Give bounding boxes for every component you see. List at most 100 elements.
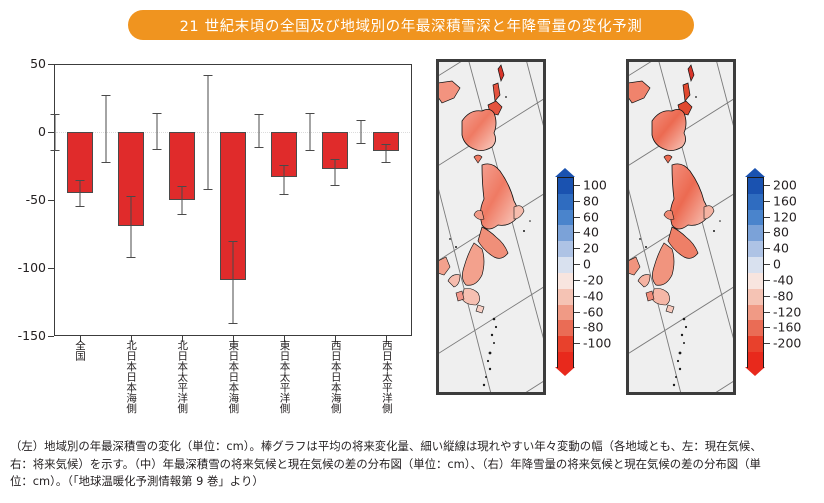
colorbar-tick-label: 200: [773, 177, 797, 193]
colorbar-tick-label: 40: [773, 240, 789, 256]
colorbar-band: [747, 272, 764, 289]
map-graphic-max-snow-depth: [438, 61, 544, 393]
colorbar-tick-label: 80: [773, 224, 789, 240]
colorbar-over-arrow: [555, 168, 576, 177]
colorbar-tick: [764, 216, 770, 218]
present-climate-variability-whisker: [151, 112, 163, 150]
caption-line-3: 位：cm）。（「地球温暖化予測情報第 9 巻」より）: [10, 474, 264, 488]
y-axis-tick-label: 0: [38, 124, 46, 139]
colorbar-band: [747, 193, 764, 210]
colorbar-band: [557, 241, 574, 258]
colorbar-tick-label: -80: [583, 319, 604, 335]
bar-chart-panel: 50 0 -50 -100 -150 全国 北日本日本海側 北日本太平洋側 東日本日本海側 東日本…: [8, 52, 428, 432]
colorbar-tick: [764, 327, 770, 329]
future-climate-variability-whisker: [278, 164, 290, 195]
japan-landmass: [438, 61, 531, 387]
colorbar-tick-label: 60: [583, 209, 599, 225]
colorbar-tick-label: 100: [583, 177, 607, 193]
future-climate-variability-whisker: [74, 179, 86, 207]
y-axis-tick: [48, 64, 54, 65]
page-title: 21 世紀末頃の全国及び地域別の年最深積雪深と年降雪量の変化予測: [179, 18, 643, 35]
x-axis-tick: [233, 336, 234, 342]
caption-line-2: 右：将来気候）を示す。（中）年最深積雪の将来気候と現在気候の差の分布図（単位：c…: [10, 456, 761, 471]
colorbar-band: [747, 257, 764, 273]
present-climate-variability-whisker: [49, 114, 61, 152]
colorbar-tick-label: -40: [583, 288, 604, 304]
colorbar-tick-label: -80: [773, 288, 794, 304]
figure-title-banner: 21 世紀末頃の全国及び地域別の年最深積雪深と年降雪量の変化予測: [128, 10, 694, 40]
x-axis-category-label: 北日本太平洋側: [176, 340, 189, 414]
colorbar-band: [747, 288, 764, 305]
colorbar-band: [747, 178, 764, 194]
x-axis-tick: [181, 336, 183, 342]
x-axis-tick: [79, 336, 81, 342]
colorbar-band: [557, 272, 574, 289]
future-climate-variability-whisker: [176, 186, 188, 215]
colorbar-tick: [574, 343, 580, 345]
colorbar-tick: [764, 264, 770, 266]
colorbar-tick: [574, 327, 580, 329]
x-axis-category-label: 東日本太平洋側: [278, 340, 291, 414]
y-axis-tick-label: 50: [30, 56, 46, 71]
colorbar-tick: [764, 248, 770, 250]
colorbar-tick: [574, 216, 580, 218]
colorbar-tick-label: -200: [773, 335, 802, 351]
colorbar-tick: [764, 232, 770, 234]
present-climate-variability-whisker: [355, 119, 367, 145]
present-climate-variability-whisker: [304, 112, 316, 152]
colorbar-tick: [764, 311, 770, 313]
colorbar-tick: [574, 248, 580, 250]
colorbar-tick-label: 160: [773, 193, 797, 209]
colorbar-band: [747, 241, 764, 258]
colorbar-tick-label: 120: [773, 209, 797, 225]
colorbar-tick-label: 0: [583, 256, 591, 272]
map-graphic-snowfall: [628, 61, 734, 393]
x-axis-category-label: 西日本日本海側: [329, 340, 342, 414]
x-axis-tick: [130, 336, 132, 342]
colorbar-band: [557, 178, 574, 194]
colorbar-tick: [764, 295, 770, 297]
colorbar-band: [557, 209, 574, 226]
colorbar-tick: [764, 279, 770, 281]
colorbar-tick: [764, 200, 770, 202]
colorbar-tick-label: -160: [773, 319, 802, 335]
colorbar-tick-label: -40: [773, 272, 794, 288]
x-axis-category-label: 全国: [73, 340, 86, 361]
colorbar-band: [557, 225, 574, 242]
colorbar-tick: [574, 264, 580, 266]
x-axis-category-label: 東日本日本海側: [227, 340, 240, 414]
x-axis-category-label: 西日本太平洋側: [380, 340, 393, 414]
y-axis-tick: [48, 132, 54, 133]
colorbar-band: [747, 320, 764, 337]
present-climate-variability-whisker: [100, 95, 112, 164]
colorbar-band: [747, 336, 764, 353]
present-climate-variability-whisker: [253, 114, 265, 149]
map-panel-max-snow-depth: [436, 59, 546, 395]
colorbar-tick-label: -20: [583, 272, 604, 288]
y-axis-tick: [48, 268, 54, 269]
y-axis-tick: [48, 200, 54, 201]
map-panel-snowfall: [626, 59, 736, 395]
colorbar-tick-label: -100: [583, 335, 612, 351]
future-climate-variability-whisker: [227, 240, 239, 324]
colorbar-band: [557, 320, 574, 337]
japan-landmass: [628, 61, 721, 387]
colorbar-snowfall: 200 160 120 80 40 0 -40 -80 -120 -160 -200: [745, 168, 801, 376]
colorbar-tick-label: 20: [583, 240, 599, 256]
colorbar-max-snow-depth: 100 80 60 40 20 0 -20 -40 -60 -80 -100: [555, 168, 611, 376]
colorbar-tick: [764, 184, 770, 186]
colorbar-over-arrow: [745, 168, 766, 177]
colorbar-tick-label: 40: [583, 224, 599, 240]
colorbar-band: [747, 209, 764, 226]
future-climate-variability-whisker: [380, 144, 392, 164]
colorbar-body: [747, 177, 764, 368]
bar: [220, 132, 246, 281]
present-climate-variability-whisker: [202, 74, 214, 191]
future-climate-variability-whisker: [125, 195, 137, 259]
colorbar-band: [557, 352, 574, 368]
x-axis-tick: [284, 336, 286, 342]
colorbar-tick-label: -60: [583, 304, 604, 320]
x-axis-category-label: 北日本日本海側: [125, 340, 138, 414]
colorbar-tick: [574, 311, 580, 313]
colorbar-tick-label: -120: [773, 304, 802, 320]
